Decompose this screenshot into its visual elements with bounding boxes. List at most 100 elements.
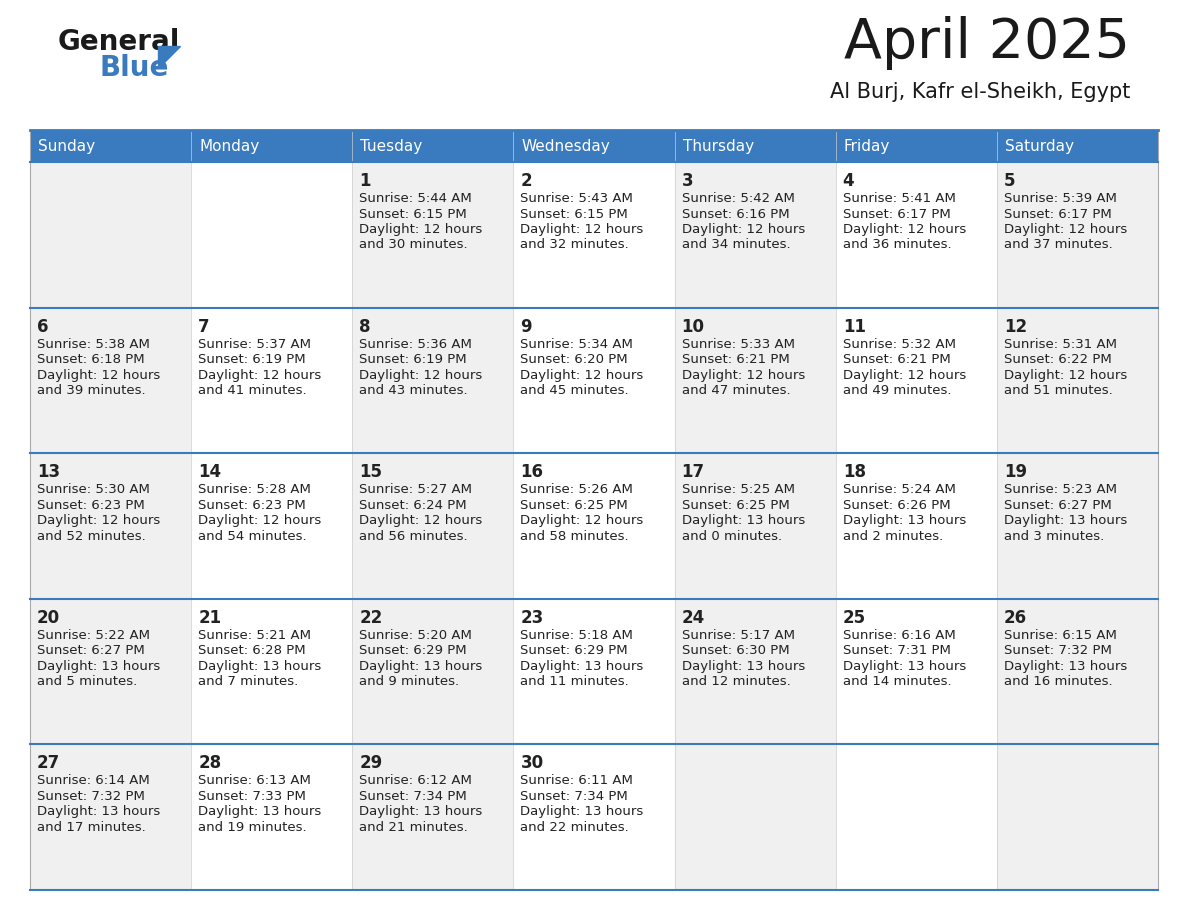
- Text: Sunset: 6:25 PM: Sunset: 6:25 PM: [682, 498, 789, 511]
- Text: Sunset: 6:22 PM: Sunset: 6:22 PM: [1004, 353, 1112, 366]
- Text: 15: 15: [359, 464, 383, 481]
- Text: Daylight: 12 hours: Daylight: 12 hours: [359, 223, 482, 236]
- Text: and 36 minutes.: and 36 minutes.: [842, 239, 952, 252]
- Text: 11: 11: [842, 318, 866, 336]
- Text: Sunset: 7:32 PM: Sunset: 7:32 PM: [37, 789, 145, 803]
- Text: 12: 12: [1004, 318, 1026, 336]
- Bar: [513, 162, 675, 308]
- Text: April 2025: April 2025: [843, 16, 1130, 70]
- Text: and 3 minutes.: and 3 minutes.: [1004, 530, 1104, 543]
- Text: and 43 minutes.: and 43 minutes.: [359, 384, 468, 397]
- Text: Sunrise: 5:22 AM: Sunrise: 5:22 AM: [37, 629, 150, 642]
- Bar: [835, 162, 997, 308]
- Text: Daylight: 13 hours: Daylight: 13 hours: [682, 660, 804, 673]
- Text: Al Burj, Kafr el-Sheikh, Egypt: Al Burj, Kafr el-Sheikh, Egypt: [829, 82, 1130, 102]
- Text: Sunrise: 5:33 AM: Sunrise: 5:33 AM: [682, 338, 795, 351]
- Text: Daylight: 12 hours: Daylight: 12 hours: [842, 223, 966, 236]
- Bar: [997, 162, 1158, 308]
- Text: Sunday: Sunday: [38, 139, 95, 153]
- Text: Sunrise: 5:21 AM: Sunrise: 5:21 AM: [198, 629, 311, 642]
- Text: Sunset: 6:23 PM: Sunset: 6:23 PM: [198, 498, 305, 511]
- Text: 10: 10: [682, 318, 704, 336]
- Bar: [191, 453, 353, 599]
- Polygon shape: [158, 46, 181, 68]
- Bar: [30, 453, 191, 599]
- Bar: [191, 308, 353, 453]
- Text: 30: 30: [520, 755, 544, 772]
- Text: 5: 5: [1004, 172, 1016, 190]
- Text: 7: 7: [198, 318, 210, 336]
- Text: 19: 19: [1004, 464, 1026, 481]
- Text: Daylight: 13 hours: Daylight: 13 hours: [37, 805, 160, 819]
- Text: and 58 minutes.: and 58 minutes.: [520, 530, 630, 543]
- Text: 8: 8: [359, 318, 371, 336]
- Bar: [353, 130, 513, 162]
- Text: and 17 minutes.: and 17 minutes.: [37, 821, 146, 834]
- Text: Daylight: 12 hours: Daylight: 12 hours: [359, 514, 482, 527]
- Text: Sunset: 6:15 PM: Sunset: 6:15 PM: [520, 207, 628, 220]
- Text: Sunrise: 5:32 AM: Sunrise: 5:32 AM: [842, 338, 955, 351]
- Text: Daylight: 12 hours: Daylight: 12 hours: [37, 514, 160, 527]
- Text: Blue: Blue: [100, 54, 170, 82]
- Text: and 5 minutes.: and 5 minutes.: [37, 676, 138, 688]
- Bar: [675, 130, 835, 162]
- Text: Sunrise: 5:31 AM: Sunrise: 5:31 AM: [1004, 338, 1117, 351]
- Text: 23: 23: [520, 609, 544, 627]
- Text: Sunrise: 5:26 AM: Sunrise: 5:26 AM: [520, 483, 633, 497]
- Text: 24: 24: [682, 609, 704, 627]
- Text: and 32 minutes.: and 32 minutes.: [520, 239, 630, 252]
- Text: Sunrise: 5:44 AM: Sunrise: 5:44 AM: [359, 192, 472, 205]
- Text: and 47 minutes.: and 47 minutes.: [682, 384, 790, 397]
- Text: Daylight: 12 hours: Daylight: 12 hours: [37, 369, 160, 382]
- Text: Sunrise: 5:18 AM: Sunrise: 5:18 AM: [520, 629, 633, 642]
- Text: Sunset: 7:31 PM: Sunset: 7:31 PM: [842, 644, 950, 657]
- Text: and 52 minutes.: and 52 minutes.: [37, 530, 146, 543]
- Bar: [30, 308, 191, 453]
- Bar: [30, 599, 191, 744]
- Text: Daylight: 13 hours: Daylight: 13 hours: [1004, 514, 1127, 527]
- Text: Friday: Friday: [843, 139, 890, 153]
- Text: 14: 14: [198, 464, 221, 481]
- Text: and 56 minutes.: and 56 minutes.: [359, 530, 468, 543]
- Text: Sunrise: 5:37 AM: Sunrise: 5:37 AM: [198, 338, 311, 351]
- Text: Sunset: 6:15 PM: Sunset: 6:15 PM: [359, 207, 467, 220]
- Bar: [675, 599, 835, 744]
- Text: Sunrise: 5:38 AM: Sunrise: 5:38 AM: [37, 338, 150, 351]
- Text: Sunset: 6:17 PM: Sunset: 6:17 PM: [1004, 207, 1112, 220]
- Text: Sunset: 6:21 PM: Sunset: 6:21 PM: [842, 353, 950, 366]
- Text: Sunset: 6:27 PM: Sunset: 6:27 PM: [1004, 498, 1112, 511]
- Text: Sunrise: 5:41 AM: Sunrise: 5:41 AM: [842, 192, 955, 205]
- Text: 26: 26: [1004, 609, 1026, 627]
- Bar: [835, 453, 997, 599]
- Bar: [675, 308, 835, 453]
- Text: 16: 16: [520, 464, 543, 481]
- Text: Daylight: 13 hours: Daylight: 13 hours: [842, 514, 966, 527]
- Text: Sunrise: 6:12 AM: Sunrise: 6:12 AM: [359, 775, 472, 788]
- Text: #1a1a1a: #1a1a1a: [58, 59, 64, 60]
- Text: 29: 29: [359, 755, 383, 772]
- Bar: [30, 130, 191, 162]
- Bar: [191, 744, 353, 890]
- Bar: [513, 308, 675, 453]
- Text: and 45 minutes.: and 45 minutes.: [520, 384, 630, 397]
- Text: Sunrise: 5:27 AM: Sunrise: 5:27 AM: [359, 483, 473, 497]
- Text: Daylight: 12 hours: Daylight: 12 hours: [1004, 369, 1127, 382]
- Bar: [353, 162, 513, 308]
- Text: and 21 minutes.: and 21 minutes.: [359, 821, 468, 834]
- Bar: [997, 308, 1158, 453]
- Bar: [835, 130, 997, 162]
- Text: Daylight: 13 hours: Daylight: 13 hours: [359, 660, 482, 673]
- Text: Daylight: 12 hours: Daylight: 12 hours: [520, 369, 644, 382]
- Bar: [997, 453, 1158, 599]
- Text: Sunrise: 5:17 AM: Sunrise: 5:17 AM: [682, 629, 795, 642]
- Text: 25: 25: [842, 609, 866, 627]
- Bar: [513, 744, 675, 890]
- Text: Daylight: 13 hours: Daylight: 13 hours: [198, 805, 322, 819]
- Text: Sunset: 6:19 PM: Sunset: 6:19 PM: [198, 353, 305, 366]
- Text: Sunset: 7:32 PM: Sunset: 7:32 PM: [1004, 644, 1112, 657]
- Text: Sunset: 6:29 PM: Sunset: 6:29 PM: [520, 644, 628, 657]
- Text: 22: 22: [359, 609, 383, 627]
- Bar: [513, 453, 675, 599]
- Text: 1: 1: [359, 172, 371, 190]
- Text: and 14 minutes.: and 14 minutes.: [842, 676, 952, 688]
